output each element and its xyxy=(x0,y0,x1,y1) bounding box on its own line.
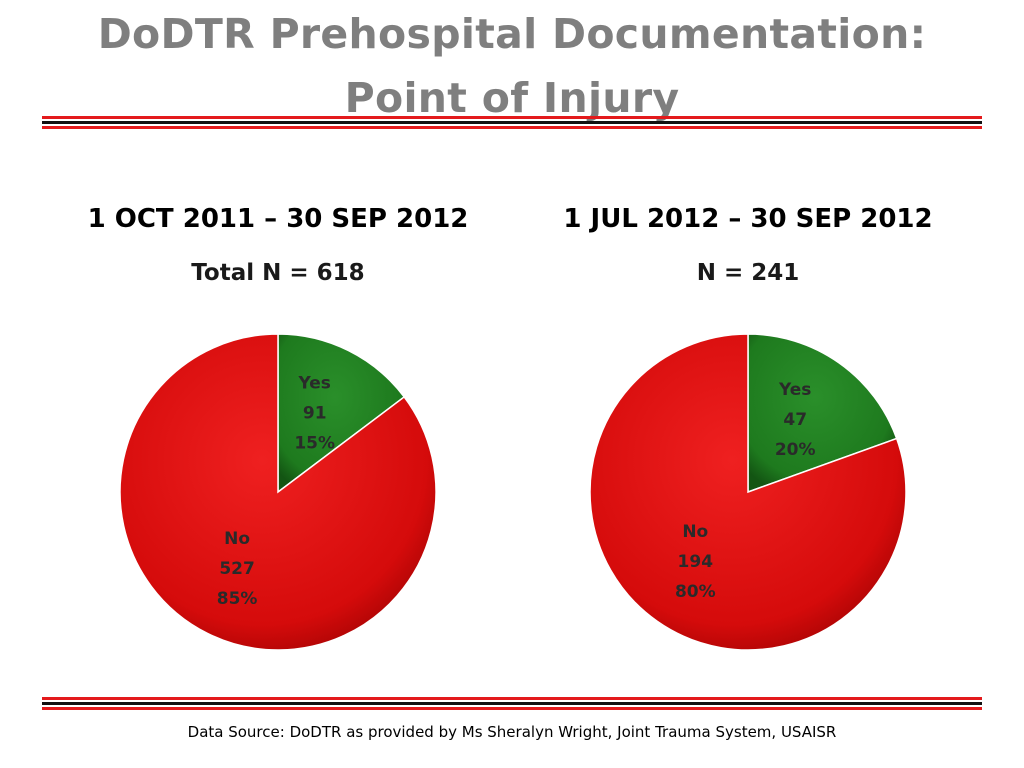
pie1-slice-no xyxy=(119,333,437,651)
pie-chart-1: Yes 91 15% No 527 85% xyxy=(119,333,437,651)
pie-chart-2: Yes 47 20% No 194 80% xyxy=(589,333,907,651)
pie1-subtitle: Total N = 618 xyxy=(191,260,365,286)
slide-title-line2: Point of Injury xyxy=(344,74,680,122)
pie1-label-yes: Yes 91 15% xyxy=(294,374,335,454)
pie2-slice-no xyxy=(589,333,907,651)
bottom-divider xyxy=(42,697,982,710)
pie2-label-no: No 194 80% xyxy=(675,522,716,602)
pie2-subtitle: N = 241 xyxy=(696,260,800,286)
pie1-slice-yes xyxy=(277,333,406,494)
top-divider xyxy=(42,116,982,129)
pie2-title: 1 JUL 2012 – 30 SEP 2012 xyxy=(563,204,933,234)
pie2-slice-yes xyxy=(747,333,898,494)
pie2-label-yes: Yes 47 20% xyxy=(775,380,816,460)
slide-title-line1: DoDTR Prehospital Documentation: xyxy=(97,10,927,58)
pie1-label-no: No 527 85% xyxy=(217,529,258,609)
data-source-note: Data Source: DoDTR as provided by Ms She… xyxy=(187,723,837,741)
pie1-title: 1 OCT 2011 – 30 SEP 2012 xyxy=(87,204,469,234)
